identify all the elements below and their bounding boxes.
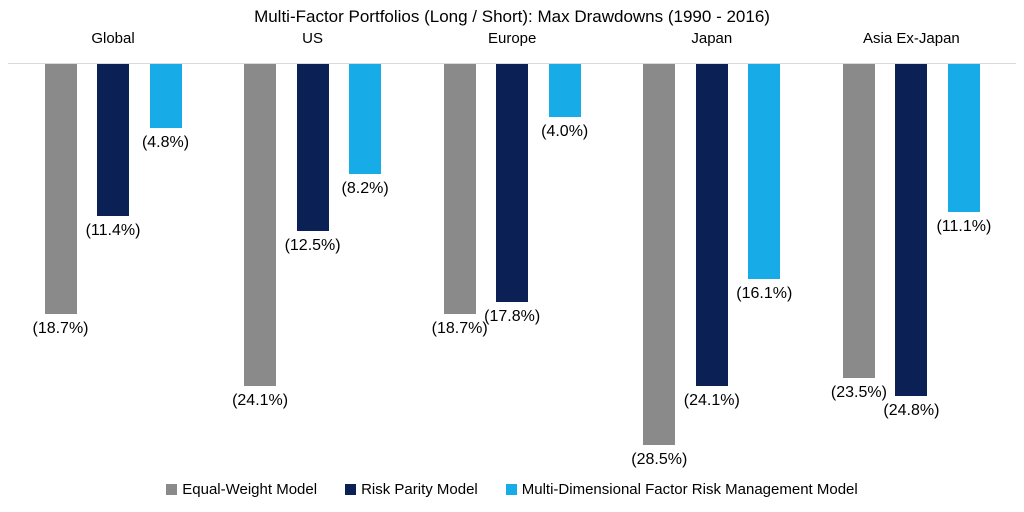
bar-risk-parity-model-europe: [496, 64, 529, 302]
bar-equal-weight-model-japan: [643, 64, 676, 446]
value-label-risk-parity-model-japan: (24.1%): [683, 392, 740, 410]
legend-label-multi-dimensional-model: Multi-Dimensional Factor Risk Management…: [521, 481, 858, 498]
bar-equal-weight-model-us: [244, 64, 277, 387]
value-label-risk-parity-model-europe: (17.8%): [484, 307, 541, 325]
legend-swatch-multi-dimensional-model: [505, 484, 517, 495]
bar-risk-parity-model-us: [296, 64, 329, 232]
bar-risk-parity-model-global: [97, 64, 129, 217]
legend-label-risk-parity-model: Risk Parity Model: [361, 481, 478, 498]
value-label-multi-dimensional-factor-risk-management-model-us: (8.2%): [341, 179, 389, 197]
category-label-us: US: [302, 30, 324, 47]
bar-equal-weight-model-asia-ex-japan: [842, 64, 875, 379]
bar-multi-dimensional-factor-risk-management-model-asia-ex-japan: [947, 64, 980, 213]
legend-item-risk-parity-model: Risk Parity Model: [345, 481, 478, 498]
legend-swatch-equal-weight-model: [166, 484, 178, 495]
legend: Equal-Weight Model Risk Parity Model Mul…: [0, 481, 1024, 498]
legend-item-equal-weight-model: Equal-Weight Model: [166, 481, 317, 498]
legend-item-multi-dimensional-model: Multi-Dimensional Factor Risk Management…: [505, 481, 858, 498]
bar-multi-dimensional-factor-risk-management-model-global: [149, 64, 182, 129]
value-label-equal-weight-model-japan: (28.5%): [631, 451, 688, 469]
value-label-equal-weight-model-global: (18.7%): [32, 320, 89, 338]
bar-multi-dimensional-factor-risk-management-model-us: [349, 64, 382, 174]
value-label-risk-parity-model-us: (12.5%): [284, 237, 341, 255]
category-label-europe: Europe: [488, 30, 537, 47]
bar-multi-dimensional-factor-risk-management-model-europe: [548, 64, 581, 118]
value-label-multi-dimensional-factor-risk-management-model-global: (4.8%): [141, 134, 190, 152]
category-label-global: Global: [91, 30, 135, 47]
category-label-japan: Japan: [691, 30, 733, 47]
legend-label-equal-weight-model: Equal-Weight Model: [182, 481, 318, 498]
chart-title: Multi-Factor Portfolios (Long / Short): …: [254, 7, 770, 26]
value-label-multi-dimensional-factor-risk-management-model-asia-ex-japan: (11.1%): [936, 218, 992, 236]
category-label-asia-ex-japan: Asia Ex-Japan: [863, 30, 960, 47]
value-label-risk-parity-model-asia-ex-japan: (24.8%): [883, 401, 940, 419]
value-label-multi-dimensional-factor-risk-management-model-japan: (16.1%): [736, 285, 793, 303]
bar-equal-weight-model-europe: [443, 64, 476, 315]
zero-axis-line: [8, 63, 1016, 64]
value-label-equal-weight-model-us: (24.1%): [232, 392, 289, 410]
bar-risk-parity-model-asia-ex-japan: [895, 64, 928, 396]
bar-equal-weight-model-global: [44, 64, 77, 315]
bar-risk-parity-model-japan: [695, 64, 728, 387]
value-label-risk-parity-model-global: (11.4%): [85, 222, 141, 240]
value-label-multi-dimensional-factor-risk-management-model-europe: (4.0%): [541, 123, 589, 141]
bar-multi-dimensional-factor-risk-management-model-japan: [748, 64, 781, 280]
legend-swatch-risk-parity-model: [345, 484, 357, 495]
value-label-equal-weight-model-europe: (18.7%): [431, 320, 488, 338]
value-label-equal-weight-model-asia-ex-japan: (23.5%): [830, 384, 887, 402]
